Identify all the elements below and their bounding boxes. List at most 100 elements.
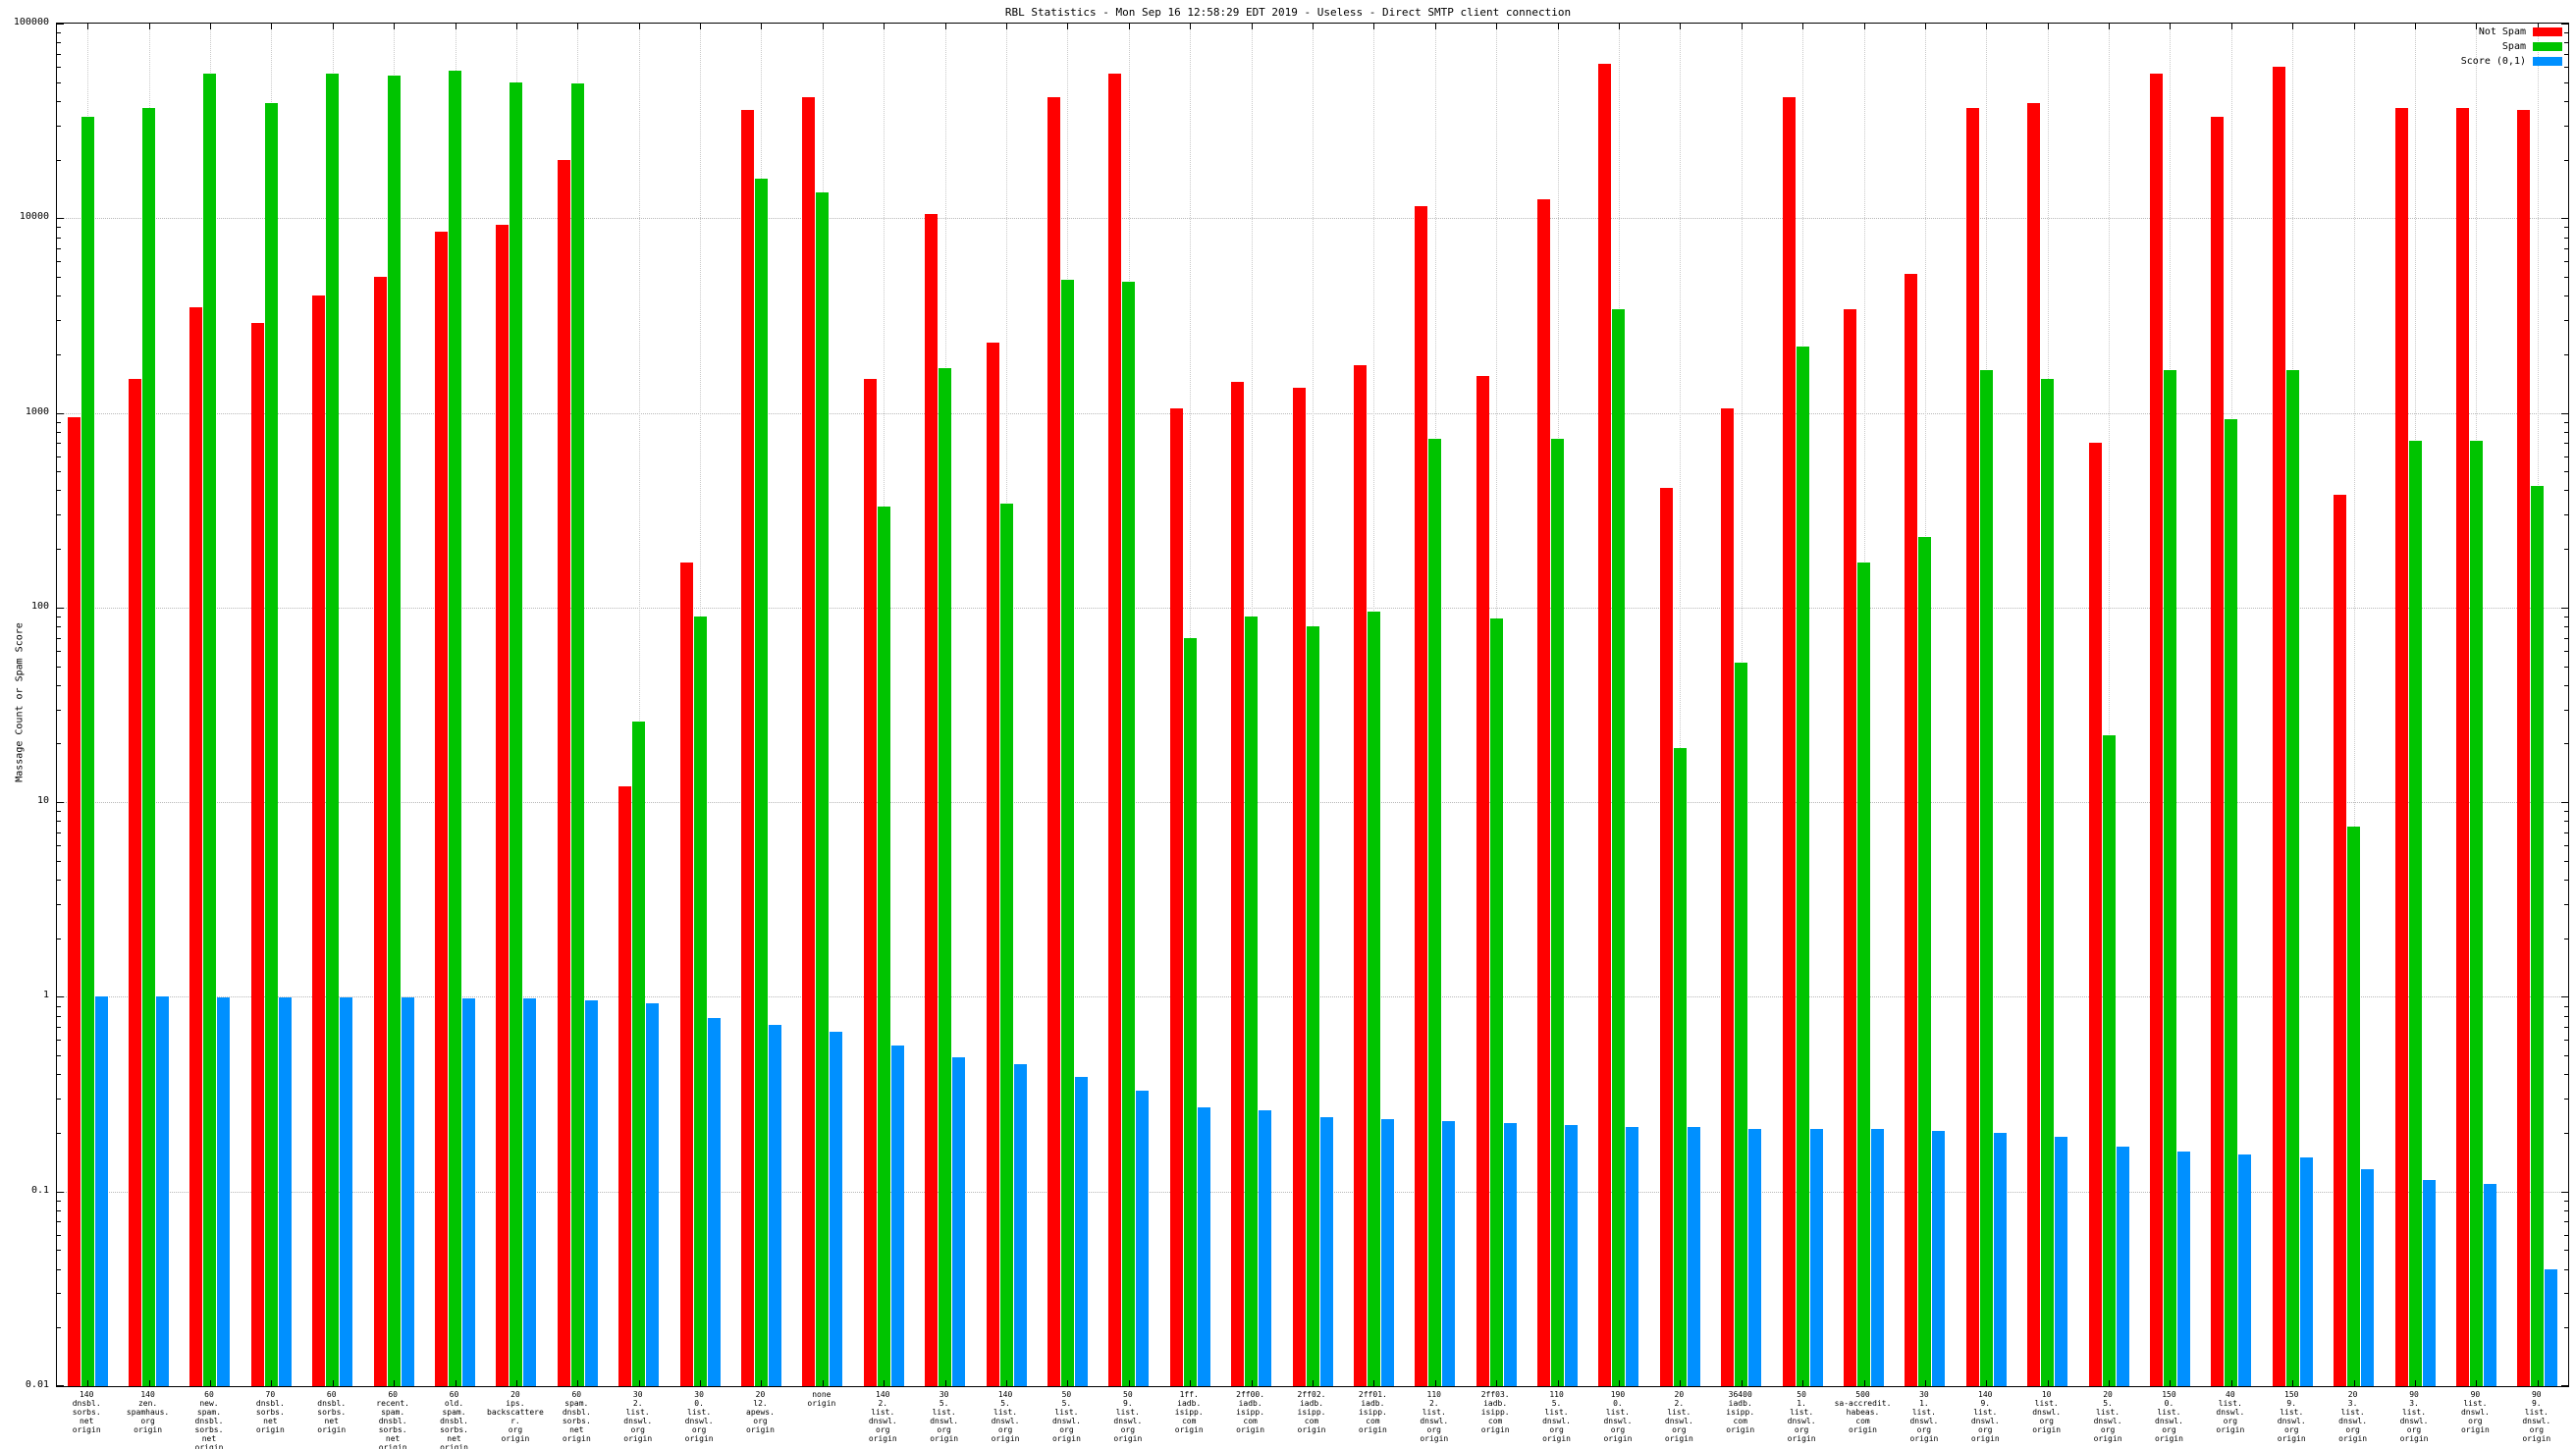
y-minor-tick-mark	[57, 319, 61, 321]
y-minor-tick-mark	[2564, 514, 2568, 516]
x-axis-label: 30 1. list. dnswl. org origin	[1909, 1390, 1939, 1443]
bar-not-spam	[740, 109, 754, 1386]
bar-score	[830, 1032, 843, 1386]
bar-not-spam	[1598, 64, 1612, 1386]
y-minor-tick-mark	[2564, 821, 2568, 823]
bar-spam	[326, 74, 340, 1386]
x-tick-mark	[2353, 1380, 2355, 1386]
bar-spam	[1060, 280, 1074, 1386]
y-minor-tick-mark	[2564, 1027, 2568, 1029]
bar-not-spam	[1965, 107, 1979, 1386]
bar-score	[1319, 1117, 1333, 1386]
x-tick-mark	[1680, 1380, 1682, 1386]
x-tick-mark	[1557, 24, 1559, 29]
bar-not-spam	[1721, 408, 1735, 1386]
y-minor-tick-mark	[2564, 880, 2568, 882]
y-minor-tick-mark	[57, 53, 61, 55]
y-minor-tick-mark	[2564, 276, 2568, 278]
y-minor-tick-mark	[57, 1040, 61, 1042]
bar-not-spam	[312, 295, 326, 1386]
x-tick-mark	[2415, 24, 2417, 29]
y-minor-tick-mark	[57, 431, 61, 433]
y-minor-tick-mark	[57, 443, 61, 445]
y-tick-mark	[57, 24, 64, 25]
y-minor-tick-mark	[2564, 1040, 2568, 1042]
bar-spam	[1857, 563, 1870, 1386]
x-tick-mark	[822, 24, 824, 29]
y-tick-label: 0.1	[30, 1184, 49, 1196]
y-minor-tick-mark	[57, 1221, 61, 1223]
bar-score	[768, 1024, 781, 1386]
bar-score	[707, 1017, 721, 1386]
y-tick-mark	[57, 1191, 64, 1193]
bar-not-spam	[986, 342, 999, 1386]
x-tick-mark	[1924, 24, 1926, 29]
bar-score	[1748, 1128, 1762, 1386]
y-minor-tick-mark	[2564, 650, 2568, 652]
bar-score	[1993, 1133, 2007, 1386]
bar-spam	[999, 504, 1013, 1386]
bar-not-spam	[863, 378, 877, 1386]
bar-score	[523, 998, 537, 1386]
bar-spam	[877, 507, 890, 1386]
x-axis-label: 1ff. iadb. isipp. com origin	[1174, 1390, 1204, 1434]
bar-score	[1013, 1064, 1027, 1386]
x-tick-mark	[944, 1380, 946, 1386]
x-tick-mark	[1802, 1380, 1804, 1386]
x-tick-mark	[944, 24, 946, 29]
x-tick-mark	[2537, 24, 2539, 29]
y-minor-tick-mark	[57, 1268, 61, 1270]
y-minor-tick-mark	[2564, 903, 2568, 905]
x-tick-mark	[638, 1380, 640, 1386]
y-minor-tick-mark	[2564, 319, 2568, 321]
x-axis-label: 2ff00. iadb. isipp. com origin	[1236, 1390, 1265, 1434]
x-axis-label: 10 list. dnswl. org origin	[2032, 1390, 2062, 1434]
y-minor-tick-mark	[2564, 1209, 2568, 1211]
y-minor-tick-mark	[2564, 261, 2568, 263]
x-tick-mark	[1190, 24, 1192, 29]
y-minor-tick-mark	[57, 684, 61, 686]
bar-score	[94, 996, 108, 1386]
y-minor-tick-mark	[2564, 237, 2568, 239]
y-minor-tick-mark	[57, 1055, 61, 1057]
x-tick-mark	[1496, 24, 1498, 29]
y-minor-tick-mark	[2564, 1133, 2568, 1135]
y-minor-tick-mark	[2564, 353, 2568, 355]
y-minor-tick-mark	[57, 880, 61, 882]
y-minor-tick-mark	[2564, 159, 2568, 161]
y-minor-tick-mark	[57, 1015, 61, 1017]
x-axis-label: 500 sa-accredit. habeas. com origin	[1834, 1390, 1892, 1434]
x-tick-mark	[332, 24, 334, 29]
x-tick-mark	[209, 1380, 211, 1386]
y-minor-tick-mark	[57, 666, 61, 668]
x-axis-label: 140 9. list. dnswl. org origin	[1970, 1390, 2000, 1443]
bar-score	[1197, 1107, 1210, 1386]
x-axis-label: 90 3. list. dnswl. org origin	[2399, 1390, 2429, 1443]
y-minor-tick-mark	[57, 832, 61, 833]
chart-title: RBL Statistics - Mon Sep 16 12:58:29 EDT…	[1004, 6, 1572, 19]
bar-score	[2238, 1154, 2252, 1386]
y-minor-tick-mark	[57, 1234, 61, 1236]
y-minor-tick-mark	[2564, 431, 2568, 433]
bar-spam	[1489, 617, 1503, 1386]
x-tick-mark	[1067, 24, 1069, 29]
y-minor-tick-mark	[2564, 666, 2568, 668]
bar-spam	[2469, 440, 2483, 1386]
y-minor-tick-mark	[57, 1200, 61, 1202]
x-axis-label: 60 new. spam. dnsbl. sorbs. net origin	[194, 1390, 224, 1449]
x-axis-label: 90 9. list. dnswl. org origin	[2522, 1390, 2551, 1443]
y-minor-tick-mark	[2564, 81, 2568, 83]
y-minor-tick-mark	[57, 549, 61, 551]
y-minor-tick-mark	[57, 637, 61, 639]
bar-spam	[449, 71, 462, 1386]
x-axis-label: 60 dnsbl. sorbs. net origin	[317, 1390, 347, 1434]
x-tick-mark	[2109, 1380, 2111, 1386]
x-tick-mark	[638, 24, 640, 29]
y-minor-tick-mark	[57, 81, 61, 83]
y-minor-tick-mark	[57, 237, 61, 239]
x-tick-mark	[1618, 1380, 1620, 1386]
y-minor-tick-mark	[2564, 743, 2568, 745]
bar-score	[2545, 1268, 2558, 1386]
bar-score	[1259, 1110, 1272, 1386]
x-axis-label: 36400 iadb. isipp. com origin	[1726, 1390, 1755, 1434]
